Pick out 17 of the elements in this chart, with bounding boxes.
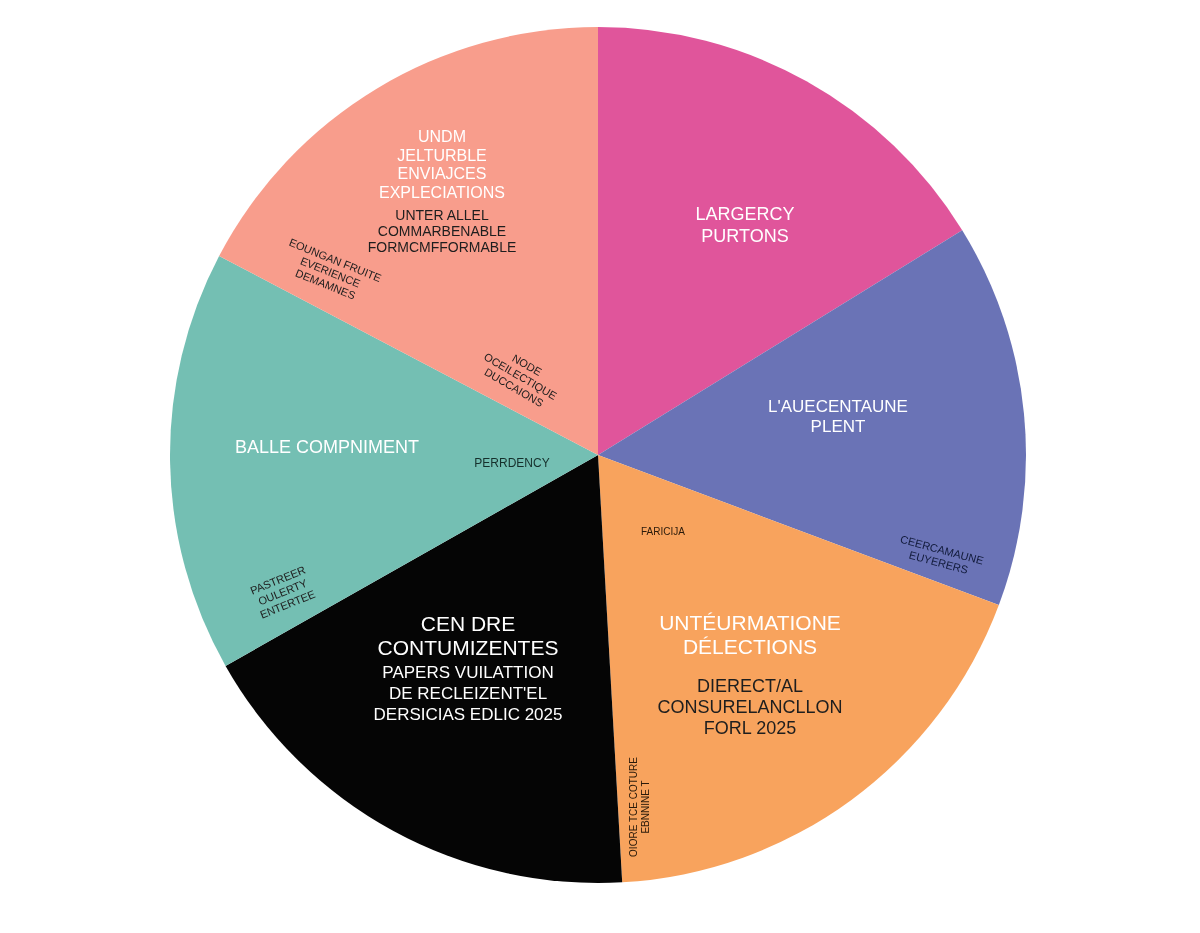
slice-label: UNTÉURMATIONE DÉLECTIONS bbox=[659, 610, 841, 659]
text: DIERECT/AL CONSURELANCLLON FORL 2025 bbox=[657, 676, 843, 738]
slice-label: LARGERCY PURTONS bbox=[695, 204, 795, 246]
pie-slice bbox=[225, 455, 623, 883]
text: PERRDENCY bbox=[474, 456, 550, 470]
text: FARICIJA bbox=[641, 526, 686, 537]
slice-label: UNDM JELTURBLE ENVIAJCES EXPLECIATIONS bbox=[379, 127, 505, 202]
pie-slice bbox=[598, 455, 999, 883]
pie-slice bbox=[598, 230, 1026, 606]
pie-slice bbox=[219, 27, 598, 455]
slice-label: CEN DRE CONTUMIZENTES bbox=[377, 611, 559, 660]
slice-label: BALLE COMPNIMENT bbox=[234, 437, 420, 457]
slice-label: L'AUECENTAUNE PLENT bbox=[768, 397, 908, 436]
pie-slice bbox=[598, 27, 963, 455]
text: PAPERS VUILATTION DE RECLEIZENT'EL DERSICIAS EDLIC 2025 bbox=[373, 663, 563, 724]
text: OIORE TCE COTURE EBNNINE T bbox=[628, 756, 651, 857]
text: UNTER ALLEL COMMARBENABLE FORMCMFFORMABLE bbox=[367, 207, 517, 255]
